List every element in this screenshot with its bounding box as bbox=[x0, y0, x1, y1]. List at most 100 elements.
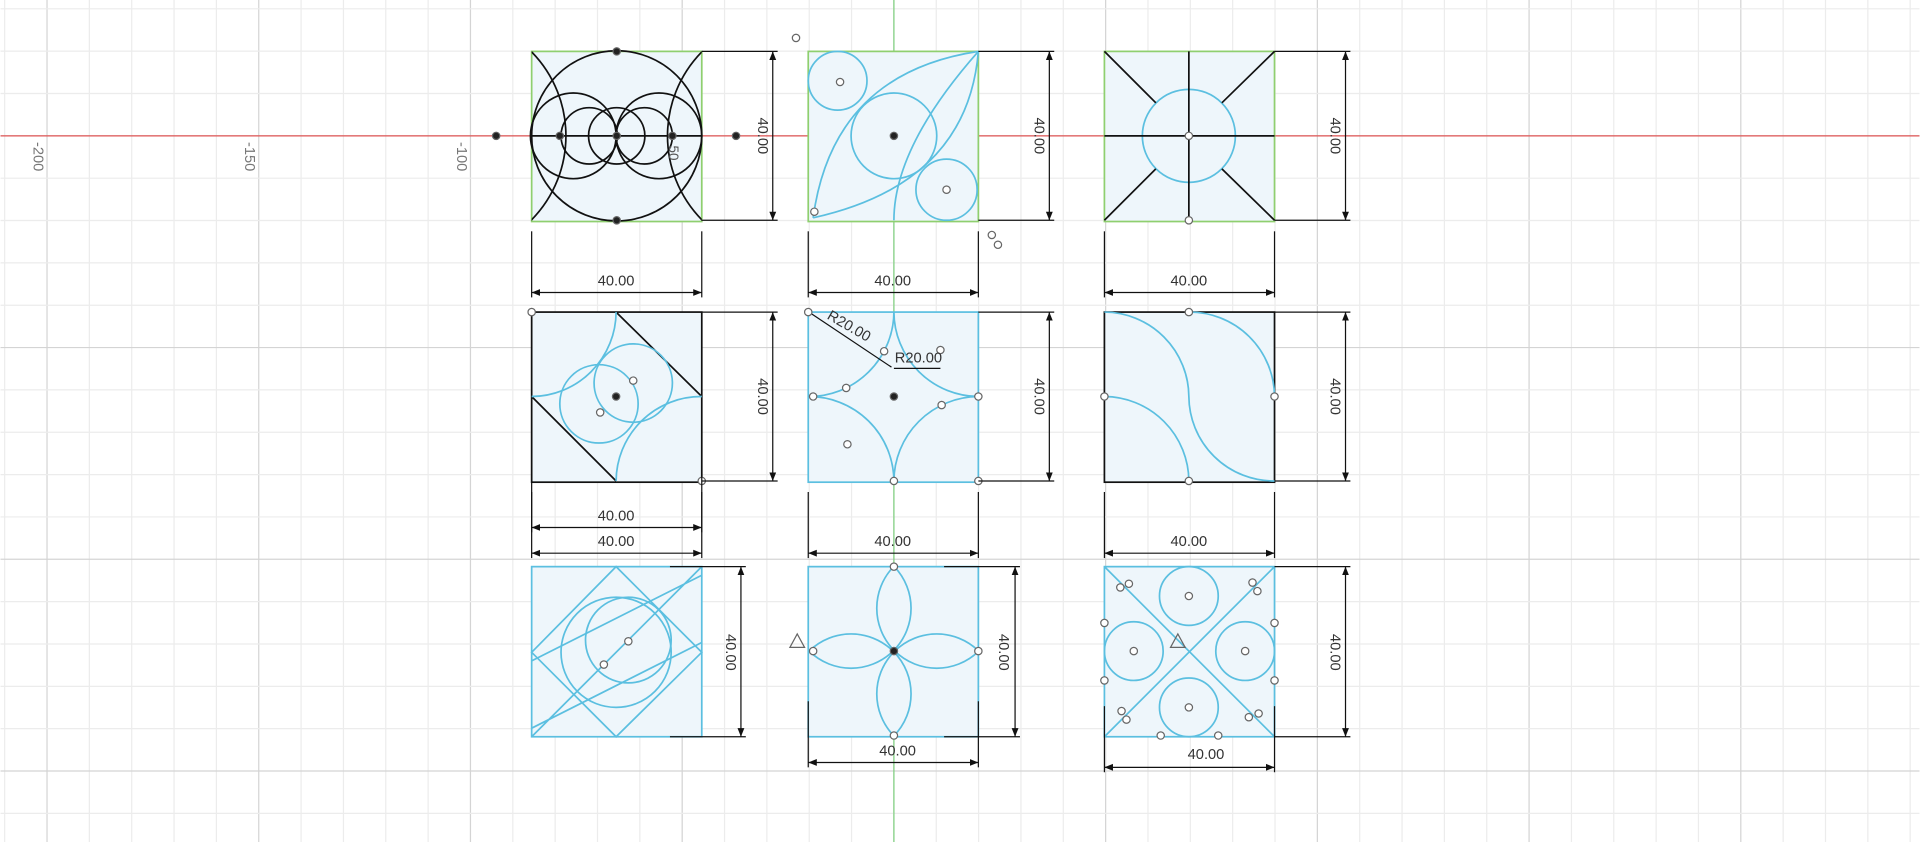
sketch-point bbox=[1100, 618, 1109, 628]
sketch-point bbox=[1253, 586, 1262, 596]
sketch-point bbox=[942, 185, 951, 194]
sketch-point bbox=[835, 77, 845, 87]
sketch-point bbox=[527, 307, 536, 317]
sketch-circle bbox=[593, 343, 674, 424]
sketch-point bbox=[791, 33, 801, 43]
sketch-circle bbox=[807, 50, 868, 112]
sketch-curve bbox=[1104, 395, 1190, 481]
sketch-point bbox=[1184, 131, 1194, 141]
sketch-point bbox=[810, 207, 819, 217]
sketch-point bbox=[1129, 646, 1139, 656]
sketch-point bbox=[889, 646, 899, 656]
sketch-circle bbox=[584, 596, 673, 684]
sketch-point bbox=[843, 439, 852, 449]
sketch-point bbox=[599, 660, 609, 669]
sketch-point bbox=[808, 392, 818, 401]
sketch-circle bbox=[915, 158, 978, 222]
sketch-curve bbox=[530, 565, 703, 738]
sketch-circle bbox=[1158, 565, 1220, 627]
sketch-point bbox=[1184, 591, 1194, 601]
sketch-point bbox=[612, 47, 621, 56]
sketch-curve bbox=[812, 51, 980, 219]
sketch-circle bbox=[850, 92, 938, 180]
sketch-point bbox=[1213, 731, 1223, 740]
dimension-label: R20.00 bbox=[895, 350, 942, 366]
sketch-point bbox=[974, 392, 983, 401]
sketch-point bbox=[889, 392, 899, 401]
sketch-circle bbox=[875, 633, 979, 737]
sketch-circle bbox=[808, 566, 912, 670]
dimension-label: 40.00 bbox=[598, 508, 635, 524]
dimension-label: 40.00 bbox=[722, 634, 738, 671]
sketch-point bbox=[937, 400, 946, 410]
sketch-curve bbox=[1188, 311, 1276, 397]
sketch-curve bbox=[1103, 566, 1276, 738]
sketch-point bbox=[1270, 618, 1279, 628]
sketch-point bbox=[1184, 216, 1194, 225]
sketch-point bbox=[731, 131, 741, 141]
sketch-point bbox=[889, 731, 899, 740]
dimension-label: 40.00 bbox=[598, 273, 635, 289]
sketch-point bbox=[1100, 392, 1109, 401]
sketch-point bbox=[974, 646, 983, 656]
sketch-curve bbox=[812, 50, 979, 218]
constraint-icon bbox=[1169, 632, 1187, 649]
sketch-circle bbox=[808, 633, 912, 737]
dimension-label: 40.00 bbox=[1327, 117, 1343, 154]
sketch-point bbox=[668, 131, 677, 141]
dimension-label: 40.00 bbox=[995, 634, 1011, 671]
sketch-point bbox=[987, 230, 997, 240]
dimension-label: 40.00 bbox=[754, 117, 770, 154]
sketch-point bbox=[1184, 703, 1194, 712]
axis-label: -200 bbox=[29, 142, 45, 171]
dimension-label: 40.00 bbox=[1188, 747, 1225, 763]
sketch-point bbox=[1254, 709, 1263, 718]
sketch-point bbox=[1184, 476, 1194, 486]
sketch-point bbox=[1240, 646, 1250, 656]
sketch-circle bbox=[560, 596, 673, 709]
dimension-label: 40.00 bbox=[1170, 273, 1207, 289]
dimension-label: 40.00 bbox=[874, 534, 911, 550]
sketch-shapes bbox=[491, 33, 1279, 740]
partial-label: 50 bbox=[666, 145, 681, 160]
sketch-curve bbox=[1104, 311, 1275, 482]
sketch-point bbox=[611, 392, 621, 401]
sketch-point bbox=[1100, 676, 1109, 685]
sketch-curve bbox=[615, 395, 702, 481]
sketch-point bbox=[612, 216, 621, 225]
dimension-label: 40.00 bbox=[874, 273, 911, 289]
sketch-curve bbox=[893, 50, 979, 221]
sketch-point bbox=[1117, 706, 1126, 716]
sketch-circle bbox=[1214, 620, 1276, 682]
dimension-label: 40.00 bbox=[754, 378, 770, 415]
dimension-label: 40.00 bbox=[598, 534, 635, 550]
sketch-point bbox=[555, 131, 565, 141]
sketch-point bbox=[1116, 583, 1125, 592]
sketch-point bbox=[1184, 307, 1194, 317]
dimension-label: 40.00 bbox=[1327, 378, 1343, 415]
axis-label: -100 bbox=[453, 142, 469, 171]
sketch-point bbox=[803, 307, 813, 317]
sketch-point bbox=[808, 646, 818, 656]
dimension-label: 40.00 bbox=[1030, 378, 1046, 415]
sketch-circle bbox=[875, 566, 979, 670]
sketch-point bbox=[612, 131, 621, 141]
sketch-point bbox=[889, 476, 899, 486]
sketch-curve bbox=[531, 566, 703, 738]
sketch-point bbox=[1122, 715, 1131, 724]
sketch-point bbox=[624, 637, 633, 646]
sketch-point bbox=[491, 131, 501, 141]
sketch-point bbox=[841, 383, 851, 393]
sketch-curve bbox=[808, 312, 979, 481]
sketch-curve bbox=[810, 312, 892, 368]
dimension-label: 40.00 bbox=[1030, 117, 1046, 154]
sketch-curve bbox=[531, 312, 617, 398]
axis-label: -150 bbox=[241, 142, 257, 171]
sketch-point bbox=[1124, 579, 1134, 589]
dimension-label: 40.00 bbox=[1327, 634, 1343, 671]
sketch-point bbox=[595, 408, 605, 417]
sketch-point bbox=[1244, 712, 1254, 722]
sketch-point bbox=[936, 345, 945, 355]
